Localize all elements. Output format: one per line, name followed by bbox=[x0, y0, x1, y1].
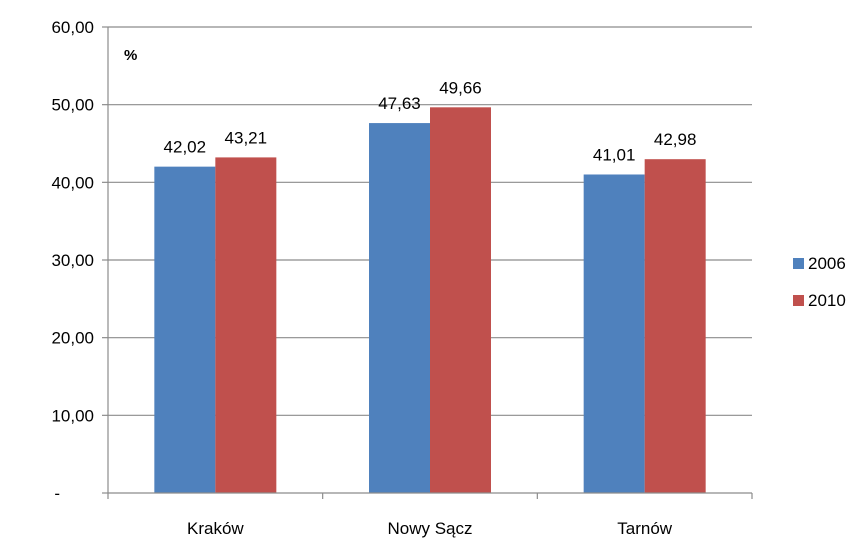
data-label: 41,01 bbox=[593, 145, 636, 164]
bar-2006 bbox=[369, 123, 430, 493]
y-tick-label: 30,00 bbox=[51, 251, 94, 270]
data-label: 49,66 bbox=[439, 78, 482, 97]
legend-label: 2006 bbox=[808, 254, 846, 273]
x-tick-label: Kraków bbox=[187, 519, 244, 538]
bar-2010 bbox=[430, 107, 491, 493]
y-tick-label: 60,00 bbox=[51, 18, 94, 37]
y-tick-label: - bbox=[54, 484, 60, 503]
data-label: 47,63 bbox=[378, 94, 421, 113]
legend-swatch bbox=[793, 258, 804, 269]
y-tick-label: 10,00 bbox=[51, 406, 94, 425]
data-labels: 42,02 43,21 47,63 49,66 41,01 42,98 bbox=[164, 78, 697, 164]
bar-2010 bbox=[644, 159, 706, 493]
data-label: 43,21 bbox=[225, 128, 268, 147]
x-tick-label: Nowy Sącz bbox=[387, 519, 472, 538]
bar-2006 bbox=[583, 174, 645, 493]
legend-label: 2010 bbox=[808, 291, 846, 310]
legend-swatch bbox=[793, 295, 804, 306]
axes: - 10,00 20,00 30,00 40,00 50,00 60,00 Kraków Now… bbox=[51, 18, 753, 538]
bar-2006 bbox=[154, 166, 216, 494]
bar-2010 bbox=[215, 157, 277, 493]
unit-label: % bbox=[124, 47, 137, 64]
data-label: 42,02 bbox=[164, 138, 207, 157]
y-tick-label: 20,00 bbox=[51, 329, 94, 348]
data-label: 42,98 bbox=[654, 130, 697, 149]
x-tick-label: Tarnów bbox=[617, 519, 673, 538]
bars bbox=[154, 107, 706, 494]
y-tick-label: 50,00 bbox=[51, 96, 94, 115]
legend: 2006 2010 bbox=[793, 254, 846, 310]
y-tick-label: 40,00 bbox=[51, 173, 94, 192]
